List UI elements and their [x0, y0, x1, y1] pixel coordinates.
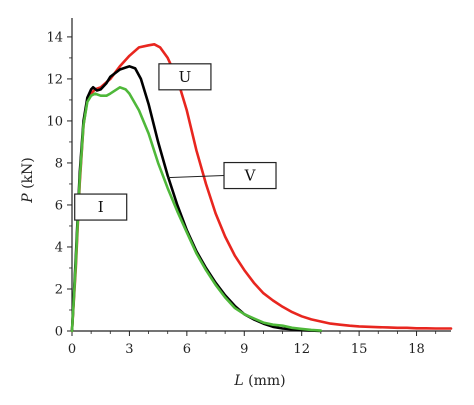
annotation-box — [158, 63, 212, 91]
x-tick-label: 18 — [408, 342, 425, 357]
x-tick-label: 0 — [68, 342, 76, 357]
series-line-2 — [70, 86, 323, 333]
y-tick-label: 8 — [55, 156, 63, 171]
x-tick-label: 9 — [240, 342, 248, 357]
y-tick-label: 12 — [46, 72, 63, 87]
series-layer — [70, 42, 453, 333]
x-tick-label: 6 — [183, 342, 191, 357]
x-tick-label: 12 — [293, 342, 310, 357]
annotation-label: U — [179, 68, 192, 86]
x-axis-unit: (mm) — [244, 373, 286, 389]
y-tick-label: 0 — [55, 325, 63, 340]
series-line-1 — [70, 65, 323, 333]
annotation-label: V — [244, 167, 257, 185]
y-tick-label: 10 — [46, 114, 63, 129]
y-tick-label: 6 — [55, 198, 63, 213]
annotation-layer: U V I — [74, 63, 277, 221]
annotation-label: I — [98, 198, 104, 216]
annotation-box — [223, 161, 277, 190]
y-tick-label: 14 — [46, 30, 63, 45]
x-tick-label: 3 — [125, 342, 133, 357]
annotation-box — [74, 193, 128, 221]
ticks: 0 3 6 9 12 15 18 0 2 4 6 8 10 12 14 — [46, 30, 437, 357]
x-tick-label: 15 — [351, 342, 368, 357]
y-axis-unit: (kN) — [20, 157, 36, 193]
axes — [71, 18, 451, 332]
y-axis-variable: P — [20, 193, 36, 204]
annotation-leader-line — [167, 175, 225, 179]
y-tick-label: 2 — [55, 282, 63, 297]
y-tick-label: 4 — [55, 240, 63, 255]
x-axis-title: L (mm) — [233, 373, 285, 389]
x-axis-variable: L — [233, 373, 243, 389]
y-axis-title: P (kN) — [20, 157, 36, 204]
